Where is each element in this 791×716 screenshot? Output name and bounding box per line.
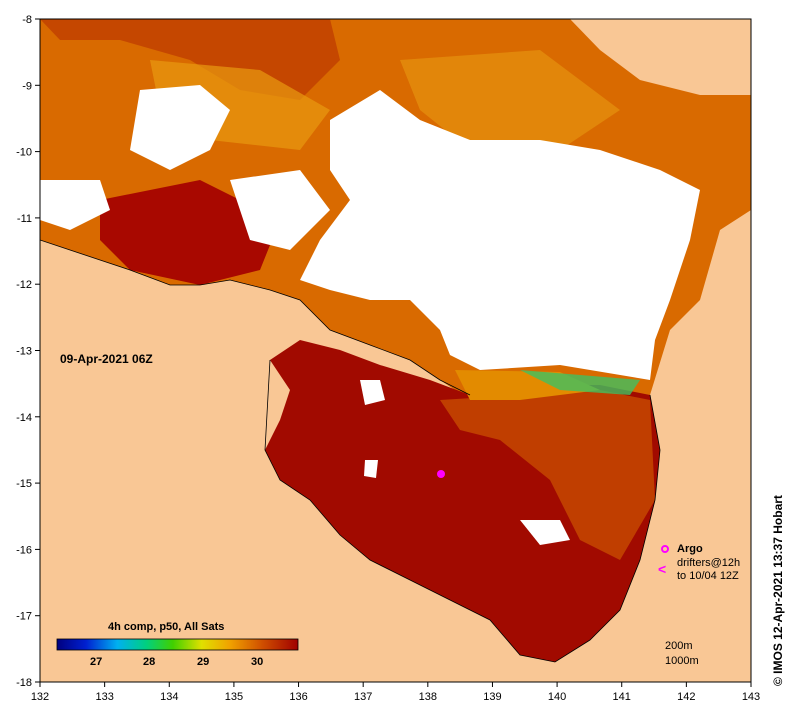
x-tick-label: 136 (289, 691, 307, 703)
drifter-legend-date: to 10/04 12Z (677, 570, 739, 582)
y-tick-label: -17 (16, 611, 32, 623)
y-tick-label: -12 (16, 279, 32, 291)
x-tick-label: 141 (613, 691, 631, 703)
x-tick-label: 139 (483, 691, 501, 703)
x-tick-label: 132 (31, 691, 49, 703)
y-tick-label: -15 (16, 478, 32, 490)
y-tick-label: -9 (22, 80, 32, 92)
credit-text: © IMOS 12-Apr-2021 13:37 Hobart (771, 495, 785, 686)
y-tick-label: -18 (16, 677, 32, 689)
depth-1000-label: 1000m (665, 655, 699, 667)
y-tick-label: -13 (16, 346, 32, 358)
y-tick-label: -10 (16, 147, 32, 159)
x-tick-label: 133 (95, 691, 113, 703)
argo-legend-label: Argo (677, 543, 703, 555)
x-tick-label: 134 (160, 691, 178, 703)
x-tick-label: 138 (419, 691, 437, 703)
depth-200-label: 200m (665, 640, 693, 652)
y-tick-label: -11 (17, 213, 32, 225)
y-tick-label: -8 (22, 14, 32, 26)
colorbar (56, 638, 299, 651)
drifter-legend-label: drifters@12h (677, 557, 741, 569)
y-tick-label: -16 (16, 544, 32, 556)
no-data-region (300, 90, 700, 380)
x-tick-label: 140 (548, 691, 566, 703)
x-tick-label: 143 (742, 691, 760, 703)
x-axis: 132 133 134 135 136 137 138 139 140 141 142 143 (31, 682, 760, 703)
x-tick-label: 142 (677, 691, 695, 703)
y-axis: -8 -9 -10 -11 -12 -13 -14 -15 -16 -17 -18 (16, 14, 40, 689)
argo-icon (661, 545, 669, 553)
x-tick-label: 135 (225, 691, 243, 703)
x-tick-label: 137 (354, 691, 372, 703)
colorbar-tick: 30 (251, 656, 264, 668)
colorbar-title: 4h comp, p50, All Sats (108, 621, 225, 633)
y-tick-label: -14 (16, 412, 32, 424)
colorbar-tick: 29 (197, 656, 210, 668)
colorbar-tick: 28 (143, 656, 156, 668)
colorbar-tick: 27 (90, 656, 103, 668)
date-label: 09-Apr-2021 06Z (60, 352, 153, 366)
drifter-icon: < (658, 561, 667, 577)
